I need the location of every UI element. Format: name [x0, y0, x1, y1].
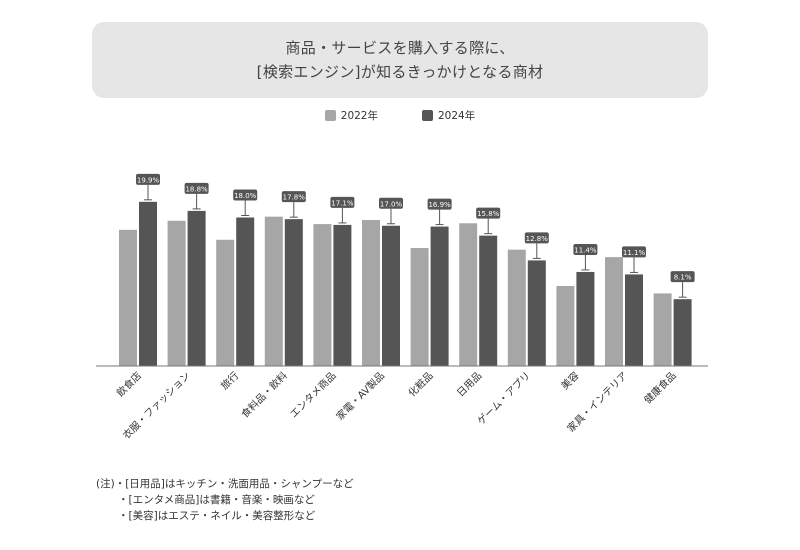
x-tick-label: 飲食店 [114, 369, 144, 399]
data-label: 17.1% [331, 199, 354, 207]
x-tick-label: 日用品 [455, 370, 485, 400]
data-label: 18.0% [234, 192, 257, 200]
chart-legend: 2022年 2024年 [0, 108, 800, 123]
data-label-bg [233, 189, 258, 201]
bar-2024 [625, 274, 643, 366]
bar-2024 [430, 226, 449, 366]
notes-block: (注)・[日用品]はキッチン・洗面用品・シャンプーなど ・[エンタメ商品]は書籍… [96, 476, 354, 524]
legend-label-2024: 2024年 [438, 110, 476, 122]
data-label-bg [330, 196, 355, 208]
bar-2022 [605, 257, 623, 366]
x-tick-label: 食料品・飲料 [238, 369, 290, 421]
bar-2024 [527, 260, 546, 366]
data-label-bg [136, 173, 160, 185]
bar-2024 [284, 219, 303, 366]
bar-2024 [187, 210, 206, 366]
bar-2024 [479, 235, 498, 366]
data-label: 8.1% [674, 274, 692, 282]
data-label-bg [281, 191, 306, 203]
legend-swatch-2024 [422, 110, 433, 121]
data-label: 12.8% [526, 235, 549, 243]
x-tick-label: 旅行 [218, 369, 241, 392]
bar-2024 [576, 271, 595, 366]
bar-2022 [313, 224, 332, 366]
data-label: 17.0% [380, 200, 403, 208]
x-tick-label: 健康食品 [641, 369, 678, 406]
bar-2022 [362, 219, 380, 366]
data-label: 15.8% [477, 210, 500, 218]
note-line-1: (注)・[日用品]はキッチン・洗面用品・シャンプーなど [96, 478, 354, 490]
bar-chart: 19.9%飲食店18.8%衣服・ファッション18.0%旅行17.8%食料品・飲料… [96, 173, 708, 442]
legend-swatch-2022 [324, 110, 336, 121]
x-tick-label: エンタメ商品 [287, 369, 338, 420]
bar-2024 [333, 224, 352, 366]
data-label: 11.4% [574, 246, 597, 254]
bar-2022 [459, 223, 478, 366]
data-label-bg [670, 271, 695, 283]
legend-label-2022: 2022年 [340, 110, 378, 122]
bar-2024 [139, 201, 157, 366]
bar-2022 [216, 239, 235, 366]
data-label-bg [379, 197, 403, 209]
data-label-bg [622, 246, 646, 258]
data-label: 16.9% [428, 201, 451, 209]
data-label: 19.9% [137, 176, 160, 184]
chart-title-line-2: [検索エンジン]が知るきっかけとなる商材 [256, 63, 544, 81]
bar-2022 [556, 285, 575, 366]
note-line-3: ・[美容]はエステ・ネイル・美容整形など [118, 510, 316, 522]
legend-item-2024: 2024年 [422, 108, 475, 123]
bar-2022 [167, 220, 186, 366]
bar-2022 [653, 293, 672, 366]
data-label: 18.8% [185, 185, 208, 193]
data-label-bg [427, 198, 452, 210]
data-label-bg [184, 182, 209, 194]
data-label: 11.1% [623, 249, 646, 257]
bar-2022 [507, 249, 526, 366]
chart-title-line-1: 商品・サービスを購入する際に、 [285, 39, 515, 57]
legend-item-2022: 2022年 [324, 108, 378, 123]
x-tick-label: 化粧品 [405, 369, 435, 399]
bar-2024 [382, 225, 400, 366]
x-tick-label: 美容 [558, 369, 581, 392]
bar-2022 [119, 229, 137, 366]
x-tick-label: 家電・AV製品 [333, 369, 387, 423]
data-label-bg [573, 243, 598, 255]
data-label-bg [476, 207, 501, 219]
bar-2022 [410, 248, 429, 366]
chart-title-box: 商品・サービスを購入する際に、 [検索エンジン]が知るきっかけとなる商材 [92, 22, 708, 98]
bar-2024 [673, 299, 692, 366]
data-label: 17.8% [283, 194, 306, 202]
data-label-bg [524, 232, 549, 244]
note-line-2: ・[エンタメ商品]は書籍・音楽・映画など [118, 494, 315, 506]
bar-2022 [264, 216, 283, 366]
bar-2024 [236, 217, 255, 366]
